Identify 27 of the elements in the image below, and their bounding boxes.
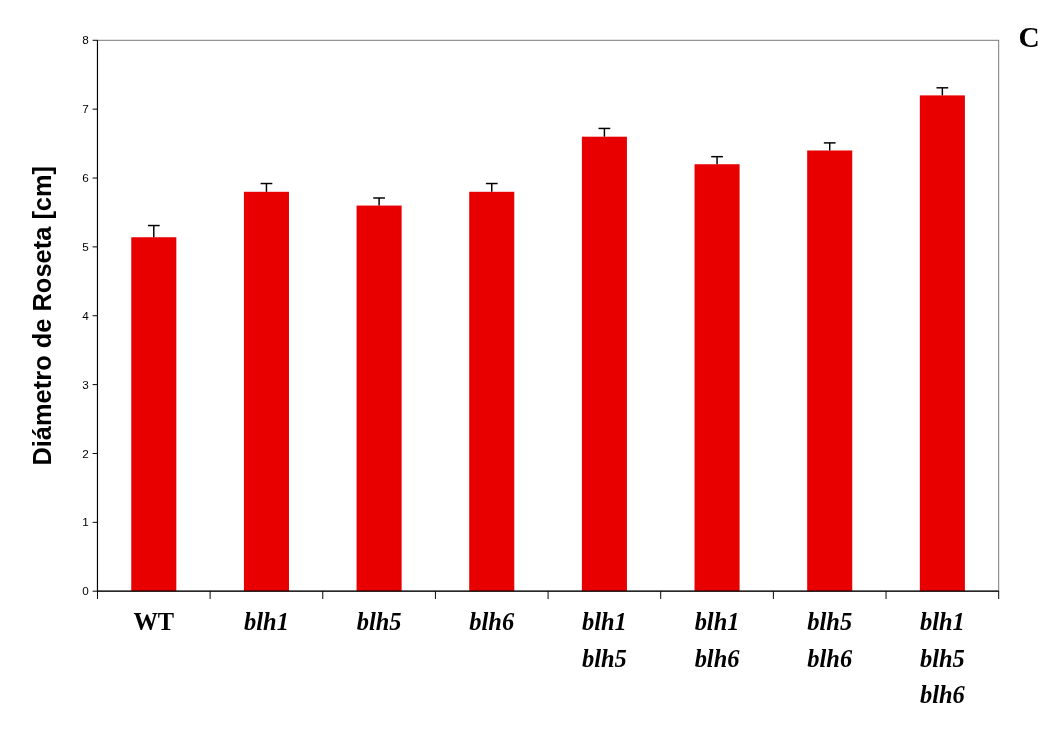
x-tick-label: blh1 [244, 608, 289, 636]
y-tick-label: 0 [82, 584, 90, 598]
x-tick-label: blh5 [356, 608, 402, 636]
x-tick-label: blh1 blh5 [581, 608, 627, 672]
bar [356, 205, 402, 592]
y-tick-label: 3 [82, 377, 90, 391]
bar [919, 95, 965, 592]
y-axis-title: Diámetro de Roseta [cm] [27, 165, 56, 466]
y-tick-label: 2 [82, 446, 89, 460]
y-tick-label: 4 [82, 308, 90, 322]
x-tick-label: blh1 blh5 blh6 [919, 608, 966, 708]
x-tick-label: blh1 blh6 [694, 608, 741, 672]
x-tick-label: WT [133, 608, 175, 636]
bar [694, 164, 740, 592]
x-tick-label: blh5 blh6 [807, 608, 853, 672]
bar [581, 136, 627, 592]
bar [807, 150, 853, 592]
y-tick-label: 1 [82, 515, 89, 529]
y-tick-label: 6 [82, 171, 90, 185]
bar [469, 191, 515, 592]
y-tick-label: 7 [82, 102, 89, 116]
bar [243, 191, 289, 592]
x-tick-label: blh6 [469, 608, 515, 636]
text: C [1018, 21, 1040, 54]
bar [131, 237, 177, 592]
y-tick-label: 5 [82, 239, 90, 253]
y-tick-label: 8 [82, 33, 90, 47]
